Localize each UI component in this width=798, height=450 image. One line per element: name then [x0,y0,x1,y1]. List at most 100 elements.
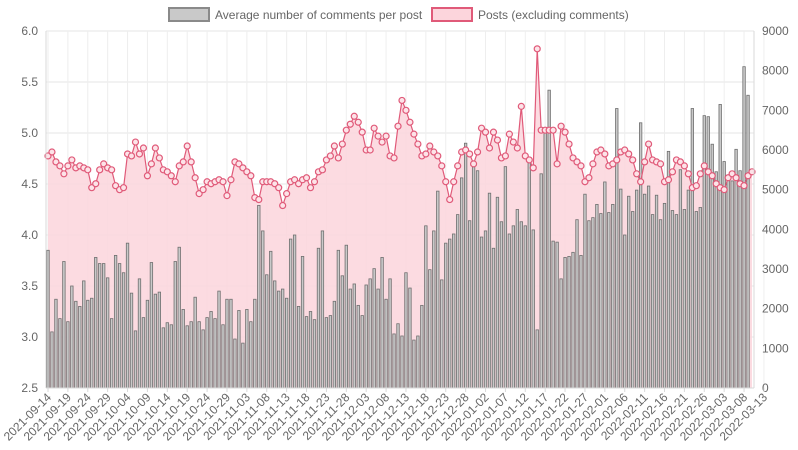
posts-point [442,178,450,186]
posts-point [481,128,490,136]
comments-bar [153,293,158,389]
posts-point [366,146,374,154]
comments-bar [300,256,305,389]
comments-bar [619,188,623,389]
posts-point [557,122,565,130]
comments-bar [623,234,627,389]
posts-point [446,195,454,204]
comments-bar [237,310,241,389]
comments-bar [658,219,663,389]
posts-point [330,142,338,150]
y-left-tick-label: 2.5 [21,381,38,395]
comments-bar [328,315,333,389]
x-axis: 2021-09-142021-09-192021-09-242021-09-29… [1,387,770,444]
posts-point [637,178,645,186]
comments-bar [738,170,742,389]
comments-bar [611,203,615,389]
comments-bar [456,214,460,389]
y-axis-left: 2.5 3.0 3.5 4.0 4.5 5.0 5.5 6.0 [21,24,47,395]
y-left-tick-label: 5.0 [21,126,38,140]
comments-bars [46,66,750,389]
y-left-tick-label: 5.5 [21,75,38,89]
legend-swatch-posts[interactable] [431,7,473,22]
posts-point [390,154,398,162]
y-left-tick-label: 4.0 [21,228,38,242]
comments-bar [511,225,515,389]
posts-point [318,166,327,174]
comments-bar [432,230,436,389]
posts-point [692,182,700,190]
comments-bar [129,292,134,389]
posts-point [199,186,207,194]
legend-label-comments[interactable]: Average number of comments per post [215,8,423,22]
comments-bar [412,339,416,389]
posts-point [473,148,482,156]
posts-point [358,128,366,136]
comments-bar [452,233,456,389]
posts-point [84,166,92,174]
posts-point [302,174,311,182]
posts-point [553,160,561,168]
posts-point [64,162,72,170]
posts-point [501,152,510,160]
comments-bar [400,335,404,389]
comments-bar [388,278,392,389]
comments-bar [58,318,62,389]
comments-bar [360,315,364,389]
comments-bar [635,189,639,389]
posts-point [414,140,422,148]
posts-point [533,45,541,53]
posts-point [60,170,68,178]
comments-bar [579,254,583,389]
comments-bar [531,229,535,389]
posts-point [561,128,569,136]
comments-bar [98,263,102,389]
posts-point [450,178,458,186]
posts-point [402,106,410,114]
comments-bar [308,311,313,389]
posts-point [509,138,517,146]
comments-bar [543,128,547,389]
comments-bar [372,268,376,389]
posts-point [633,170,641,178]
posts-point [191,174,199,182]
y-right-tick-label: 0 [762,381,769,395]
posts-point [489,128,498,136]
comments-bar [384,298,388,389]
posts-point [171,178,179,186]
comments-bar [106,277,110,389]
comments-bar [177,246,181,389]
comments-bar [742,66,746,389]
comments-bar [78,305,82,389]
comments-bar [726,176,730,389]
posts-point [108,166,116,174]
comments-bar [253,298,257,389]
posts-point [664,176,673,184]
comments-bar [666,150,671,389]
comments-bar [344,244,348,389]
posts-point [338,140,346,148]
posts-point [370,124,378,132]
comments-bar [519,221,523,389]
posts-point [151,144,159,152]
comments-bar [523,225,527,389]
comments-bar [141,317,146,389]
comments-bar [471,163,476,389]
posts-point [334,154,342,162]
comments-bar [181,309,185,389]
comments-bar [340,275,344,389]
posts-point [398,96,406,105]
posts-point [466,150,474,158]
y-right-tick-label: 5000 [762,183,789,197]
comments-bar [261,230,265,389]
legend-label-posts[interactable]: Posts (excluding comments) [478,8,629,22]
comments-bar [197,321,201,389]
posts-point [342,126,350,134]
comments-bar [70,285,74,389]
comments-bar [380,257,384,389]
comments-bar [603,181,607,389]
y-right-tick-label: 3000 [762,262,789,276]
posts-point [283,190,291,198]
legend-swatch-comments[interactable] [168,7,210,22]
posts-point [426,142,434,150]
